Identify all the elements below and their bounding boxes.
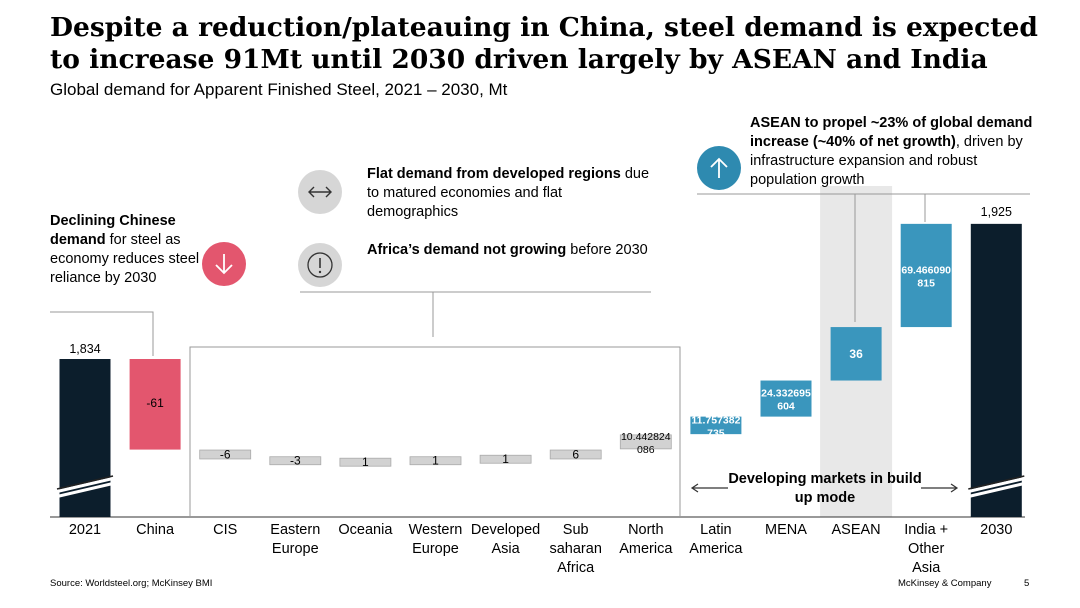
down-arrow-icon xyxy=(202,242,246,286)
value-label-western-europe: 1 xyxy=(432,454,439,468)
axis-break-mark-0 xyxy=(54,476,116,499)
page-subtitle: Global demand for Apparent Finished Stee… xyxy=(50,80,508,99)
developed-annotation-text: due to matured economies and flat demogr… xyxy=(367,166,650,220)
up-arrow-icon xyxy=(697,146,741,190)
x-label-2030: 2030 xyxy=(980,522,1013,538)
axis-break-line-0 xyxy=(56,475,114,490)
x-label-eastern-europe: Eastern Europe xyxy=(270,522,321,557)
value-label-2021: 1,834 xyxy=(69,342,100,356)
value-label-cis: -6 xyxy=(220,447,231,461)
developed-bracket xyxy=(189,346,681,517)
bar-oceania xyxy=(339,457,392,467)
x-label-asean: ASEAN xyxy=(831,522,881,538)
china-annotation-connector xyxy=(50,311,154,356)
asean-annotation-bold: ASEAN to propel ~23% of global demand in… xyxy=(750,115,1033,150)
developed-annotation: Flat demand from developed regions due t… xyxy=(367,165,657,222)
x-label-india-other-asia: India + Other Asia xyxy=(904,522,949,576)
asean-annotation-connector xyxy=(697,193,1030,322)
bar-2030 xyxy=(970,223,1022,518)
bar-cis xyxy=(199,449,252,460)
bar-north-america xyxy=(619,434,672,450)
axis-break-mark-1 xyxy=(965,476,1027,499)
asean-annotation-text: , driven by infrastructure expansion and… xyxy=(750,134,1023,188)
title-line-1: Despite a reduction/plateauing in China,… xyxy=(50,12,1038,43)
value-label-eastern-europe: -3 xyxy=(290,454,301,468)
x-label-cis: CIS xyxy=(213,522,238,538)
africa-annotation-text: before 2030 xyxy=(566,242,648,258)
value-label-china: -61 xyxy=(146,396,164,410)
bar-western-europe xyxy=(409,456,462,466)
developing-left-arrow xyxy=(690,483,728,493)
exclamation-icon xyxy=(298,243,342,287)
africa-annotation-bold: Africa’s demand not growing xyxy=(367,242,567,258)
africa-annotation: Africa’s demand not growing before 2030 xyxy=(367,241,657,260)
x-label-developed-asia: Developed Asia xyxy=(470,522,541,557)
bar-eastern-europe xyxy=(269,456,322,466)
x-label-western-europe: Western Europe xyxy=(408,522,463,557)
developed-annotation-connector xyxy=(300,291,651,337)
developing-annotation: Developing markets in build up mode xyxy=(728,471,922,506)
asean-annotation: ASEAN to propel ~23% of global demand in… xyxy=(750,114,1040,190)
x-label-oceania: Oceania xyxy=(338,522,393,538)
axis-break-line-1 xyxy=(968,475,1025,490)
value-label-2030: 1,925 xyxy=(981,205,1012,219)
value-label-mena: 24.332695 604 xyxy=(761,388,811,413)
value-label-north-america: 10.442824 086 xyxy=(621,431,671,456)
x-label-latin-america: Latin America xyxy=(689,522,743,557)
source-note: Source: Worldsteel.org; McKinsey BMI xyxy=(50,578,213,589)
page-title: Despite a reduction/plateauing in China,… xyxy=(50,12,1050,76)
x-label-china: China xyxy=(136,522,175,538)
horizontal-double-arrow-icon xyxy=(298,170,342,214)
value-label-oceania: 1 xyxy=(362,455,369,469)
title-line-2: to increase 91Mt until 2030 driven large… xyxy=(50,44,988,75)
value-label-asean: 36 xyxy=(849,347,863,361)
bar-asean xyxy=(830,327,882,381)
x-label-north-america: North America xyxy=(619,522,673,557)
page-number: 5 xyxy=(1024,578,1030,589)
company-name: McKinsey & Company xyxy=(898,578,992,589)
x-label-mena: MENA xyxy=(765,522,807,538)
bar-china xyxy=(129,359,181,450)
china-annotation: Declining Chinese demand for steel as ec… xyxy=(50,212,200,288)
developed-annotation-bold: Flat demand from developed regions xyxy=(367,166,621,182)
value-label-latin-america: 11.757382 735 xyxy=(691,414,740,439)
x-label-2021: 2021 xyxy=(68,522,102,538)
bar-developed-asia xyxy=(479,454,532,464)
china-annotation-bold: Declining Chinese demand xyxy=(50,213,176,248)
china-annotation-text: for steel as economy reduces steel relia… xyxy=(50,232,200,286)
value-label-sub-saharan-africa: 6 xyxy=(572,447,579,461)
developing-right-arrow xyxy=(921,483,959,493)
x-label-sub-saharan-africa: Sub saharan Africa xyxy=(549,522,602,576)
bar-sub-saharan-africa xyxy=(549,449,602,460)
bar-mena xyxy=(760,380,812,417)
bar-india-other-asia xyxy=(900,223,952,328)
value-label-developed-asia: 1 xyxy=(502,452,509,466)
value-label-india-other-asia: 69.466090 815 xyxy=(901,264,951,289)
bar-latin-america xyxy=(690,416,742,435)
